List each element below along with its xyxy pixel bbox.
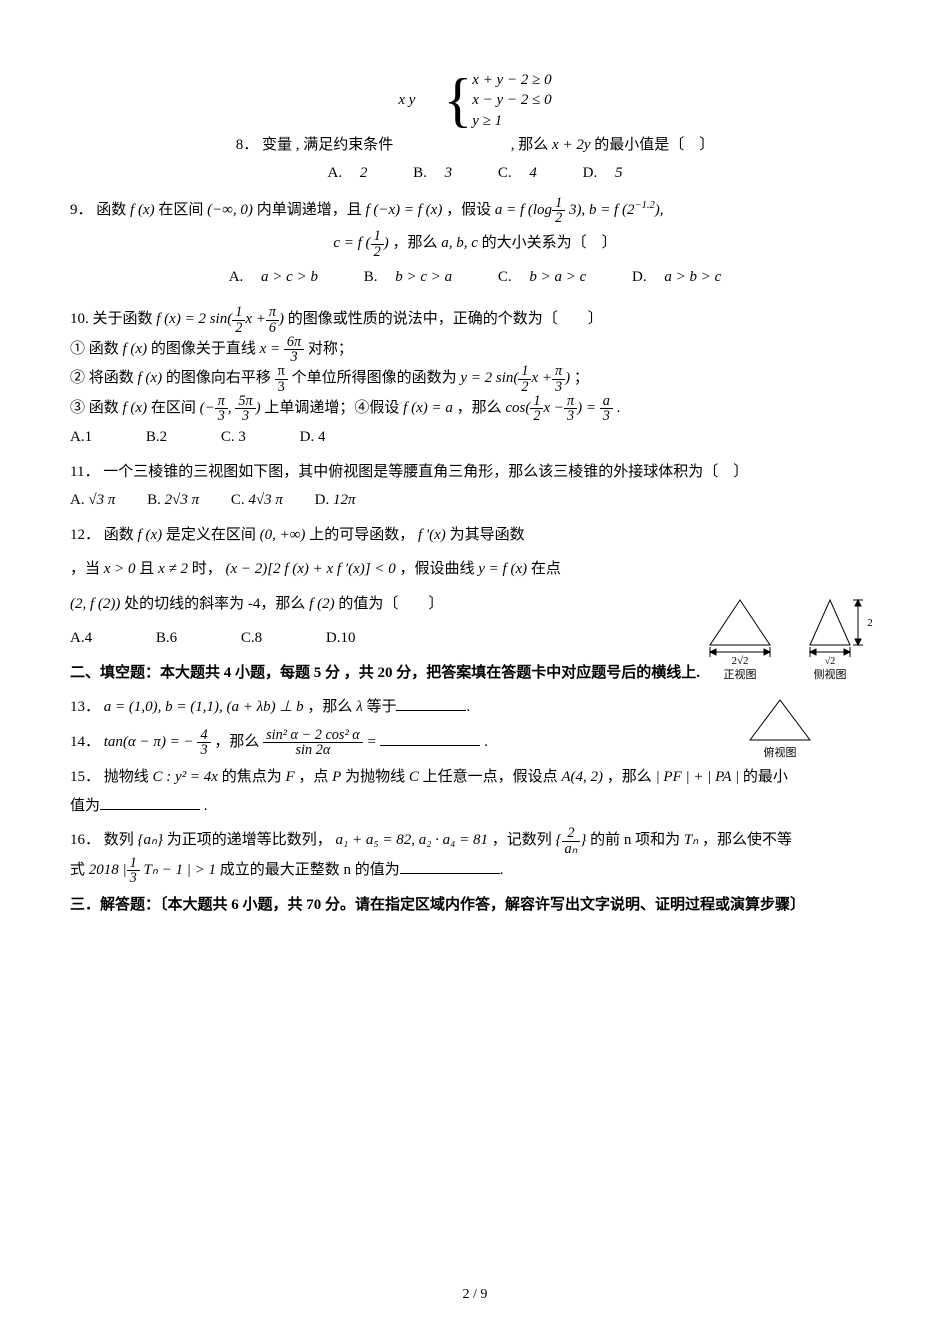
blank bbox=[396, 696, 466, 711]
three-view-diagram: 2√2 正视图 2 √2 侧视图 俯视图 bbox=[700, 590, 880, 760]
q8-mid: , 满足约束条件 bbox=[296, 137, 394, 153]
q9-p3: 内单调递增，且 bbox=[257, 202, 362, 218]
q10-num: 10. bbox=[70, 311, 89, 327]
q9-block: 9． 函数 f (x) 在区间 (−∞, 0) 内单调递增，且 f (−x) =… bbox=[70, 196, 880, 292]
q9-interval: (−∞, 0) bbox=[207, 202, 253, 218]
q9-options: A. a > c > b B. b > c > a C. b > a > c D… bbox=[84, 263, 880, 292]
q9-fx: f (x) bbox=[130, 202, 155, 218]
q10-block: 10. 关于函数 f (x) = 2 sin(12x +π6) 的图像或性质的说… bbox=[70, 305, 880, 452]
q8-expr: x + 2y bbox=[552, 137, 590, 153]
q8-var: x y bbox=[398, 92, 415, 108]
svg-text:正视图: 正视图 bbox=[724, 667, 757, 681]
svg-text:2√2: 2√2 bbox=[731, 655, 748, 667]
q8-sys-3: y ≥ 1 bbox=[472, 111, 551, 131]
q10-p1: 关于函数 bbox=[93, 311, 153, 327]
q11-num: 11． bbox=[70, 464, 99, 480]
q9-even: f (−x) = f (x) bbox=[365, 202, 442, 218]
q16-num: 16． bbox=[70, 832, 100, 848]
page-footer: 2 / 9 bbox=[0, 1282, 950, 1309]
svg-text:2: 2 bbox=[867, 617, 873, 629]
q13-num: 13． bbox=[70, 699, 100, 715]
q8-prefix: 变量 bbox=[262, 137, 292, 153]
q8-tail1: , 那么 bbox=[511, 137, 549, 153]
q8-block: x y { x + y − 2 ≥ 0 x − y − 2 ≤ 0 y ≥ 1 … bbox=[70, 70, 880, 188]
q9-vars: a, b, c bbox=[441, 235, 478, 251]
q8-tail2: 的最小值是〔 〕 bbox=[594, 137, 714, 153]
q12-num: 12． bbox=[70, 527, 100, 543]
blank bbox=[380, 731, 480, 746]
section-3-header: 三．解答题：〔本大题共 6 小题，共 70 分。请在指定区域内作答，解容许写出文… bbox=[70, 891, 880, 920]
q9-p2: 在区间 bbox=[158, 202, 203, 218]
q11-options: A. √3 π B. 2√3 π C. 4√3 π D. 12π bbox=[70, 486, 880, 515]
q16-block: 16． 数列 {aₙ} 为正项的递增等比数列， a₁ + a₅ = 82, a₂… bbox=[70, 826, 880, 885]
q9-p6: 的大小关系为〔 〕 bbox=[482, 235, 617, 251]
q11-block: 11． 一个三棱锥的三视图如下图，其中俯视图是等腰直角三角形，那么该三棱锥的外接… bbox=[70, 458, 880, 515]
q15-num: 15． bbox=[70, 769, 100, 785]
svg-text:俯视图: 俯视图 bbox=[764, 745, 797, 759]
q9-p4: ，假设 bbox=[446, 202, 491, 218]
q11-p1: 一个三棱锥的三视图如下图，其中俯视图是等腰直角三角形，那么该三棱锥的外接球体积为… bbox=[103, 464, 748, 480]
blank bbox=[400, 859, 500, 874]
q8-options: A. 2 B. 3 C. 4 D. 5 bbox=[314, 159, 651, 188]
q9-p1: 函数 bbox=[96, 202, 126, 218]
q9-num: 9． bbox=[70, 202, 93, 218]
q10-options: A.1 B.2 C. 3 D. 4 bbox=[70, 423, 880, 452]
q10-p2: 的图像或性质的说法中，正确的个数为〔 〕 bbox=[288, 311, 603, 327]
q8-sys-1: x + y − 2 ≥ 0 bbox=[472, 70, 551, 90]
q14-num: 14． bbox=[70, 734, 100, 750]
blank bbox=[100, 795, 200, 810]
q15-block: 15． 抛物线 C : y² = 4x 的焦点为 F ，点 P 为抛物线 C 上… bbox=[70, 763, 880, 820]
q12-options: A.4 B.6 C.8 D.10 bbox=[70, 624, 680, 653]
q9-p5: ，那么 bbox=[392, 235, 437, 251]
svg-text:侧视图: 侧视图 bbox=[814, 667, 847, 681]
q8-sys-2: x − y − 2 ≤ 0 bbox=[472, 90, 551, 110]
q8-num: 8． bbox=[236, 137, 259, 153]
svg-text:√2: √2 bbox=[825, 656, 836, 667]
